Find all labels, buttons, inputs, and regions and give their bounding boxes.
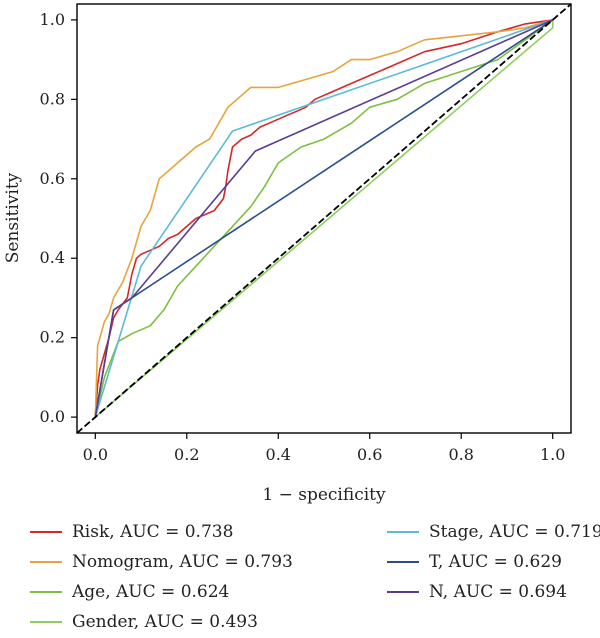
x-axis-title: 1 − specificity [262, 485, 386, 505]
roc-curve-nomogram [94, 19, 553, 418]
y-tick-label: 0.6 [40, 169, 65, 188]
x-tick-label: 1.0 [540, 445, 565, 464]
x-tick-label: 0.2 [174, 445, 199, 464]
y-tick-label: 0.0 [40, 407, 65, 426]
x-tick-label: 0.6 [357, 445, 382, 464]
y-axis-title: Sensitivity [3, 172, 23, 263]
roc-curve-gender [94, 19, 554, 418]
roc-curve-stage [94, 19, 553, 418]
legend-entry-label: Gender, AUC = 0.493 [72, 612, 258, 632]
y-tick-label: 0.8 [40, 89, 65, 108]
x-tick-label: 0.4 [266, 445, 291, 464]
x-tick-label: 0.0 [83, 445, 108, 464]
x-tick-label: 0.8 [448, 445, 473, 464]
legend-entry-label: Risk, AUC = 0.738 [72, 522, 233, 542]
legend-entry-label: Age, AUC = 0.624 [71, 582, 229, 602]
y-tick-label: 0.2 [40, 328, 65, 347]
plot-frame [76, 3, 572, 434]
reference-diagonal-line [76, 3, 572, 434]
roc-curve-risk [94, 19, 553, 418]
y-tick-label: 1.0 [40, 10, 65, 29]
legend-entry-label: T, AUC = 0.629 [429, 552, 562, 572]
y-tick-label: 0.4 [40, 248, 65, 267]
legend: Risk, AUC = 0.738 Nomogram, AUC = 0.793 Ag… [30, 522, 600, 632]
roc-curve-age [94, 19, 554, 418]
legend-entry-label: N, AUC = 0.694 [429, 582, 567, 602]
legend-entry-label: Stage, AUC = 0.719 [429, 522, 600, 542]
roc-curve-n [94, 19, 554, 418]
plot-area [76, 3, 572, 434]
axis-ticks: 0.0 0.2 0.4 0.6 0.8 1.0 0.0 0.2 0.4 0.6 0.8 1.0 [40, 10, 566, 464]
legend-entry-label: Nomogram, AUC = 0.793 [72, 552, 293, 572]
